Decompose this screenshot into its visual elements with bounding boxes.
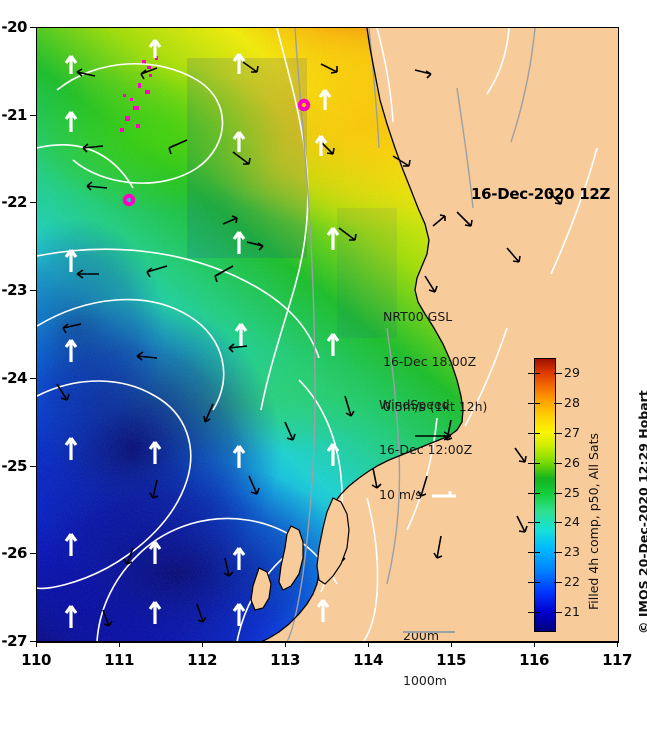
depth-legend-rule bbox=[403, 631, 455, 633]
x-axis-label: 110 bbox=[21, 651, 51, 669]
colorbar-tick-mark bbox=[528, 522, 540, 524]
credit-text: © IMOS 20-Dec-2020 12:29 Hobart bbox=[636, 390, 647, 634]
wind-legend: WindSpeed 16-Dec 12:00Z 10 m/s bbox=[379, 367, 472, 532]
x-tick-mark bbox=[451, 641, 452, 647]
x-tick-mark bbox=[368, 641, 369, 647]
colorbar-tick-label: 24 bbox=[564, 514, 580, 530]
colorbar-tick-mark bbox=[554, 552, 562, 554]
wind-legend-line2: 16-Dec 12:00Z bbox=[379, 442, 473, 457]
colorbar-tick-mark bbox=[528, 492, 540, 494]
x-tick-mark bbox=[285, 641, 286, 647]
y-axis-label: -27 bbox=[1, 632, 27, 650]
sst-map-figure: 16-Dec-2020 12Z NRT00 GSL 16-Dec 18:00Z … bbox=[1, 18, 647, 688]
colorbar-tick-label: 21 bbox=[564, 604, 580, 620]
peninsulas bbox=[250, 497, 350, 611]
wind-barb-icon bbox=[431, 490, 456, 497]
location-markers bbox=[122, 98, 311, 207]
x-tick-mark bbox=[119, 641, 120, 647]
colorbar-tick-label: 26 bbox=[564, 454, 580, 470]
colorbar-tick-mark bbox=[554, 492, 562, 494]
y-axis-label: -24 bbox=[1, 368, 27, 387]
current-vectors bbox=[56, 61, 563, 627]
y-axis-label: -26 bbox=[1, 544, 27, 563]
x-axis-label: 112 bbox=[187, 651, 217, 669]
bathymetry-contours bbox=[286, 28, 536, 642]
colorbar-tick-label: 22 bbox=[564, 574, 580, 590]
y-tick-mark bbox=[30, 641, 36, 642]
wind-barbs bbox=[64, 39, 340, 628]
colorbar-tick-mark bbox=[554, 402, 562, 404]
current-legend-line1: NRT00 GSL bbox=[383, 309, 453, 324]
current-arrow-icon bbox=[414, 431, 452, 441]
x-axis-label: 113 bbox=[270, 651, 300, 669]
colorbar-gradient bbox=[535, 359, 555, 631]
y-axis-label: -21 bbox=[1, 105, 27, 124]
y-axis-label: -22 bbox=[1, 193, 27, 212]
x-tick-mark bbox=[617, 641, 618, 647]
colorbar-tick-label: 25 bbox=[564, 484, 580, 500]
date-stamp: 16-Dec-2020 12Z bbox=[471, 185, 611, 203]
colorbar-tick-mark bbox=[528, 402, 540, 404]
colorbar-tick-label: 23 bbox=[564, 544, 580, 560]
colorbar-tick-mark bbox=[554, 582, 562, 584]
depth-legend: 200m 1000m bbox=[403, 598, 455, 733]
current-legend: NRT00 GSL 16-Dec 18:00Z 0.5m/s (1kt 12h) bbox=[383, 279, 487, 461]
colorbar-tick-mark bbox=[528, 462, 540, 464]
x-axis-label: 111 bbox=[104, 651, 134, 669]
y-axis-label: -20 bbox=[1, 18, 27, 36]
colorbar-tick-mark bbox=[554, 522, 562, 524]
depth-legend-line2: 1000m bbox=[403, 673, 447, 688]
y-axis-label: -25 bbox=[1, 456, 27, 475]
colorbar-tick-label: 29 bbox=[564, 364, 580, 380]
x-axis-label: 115 bbox=[436, 651, 466, 669]
colorbar-tick-mark bbox=[528, 372, 540, 374]
x-axis-label: 114 bbox=[353, 651, 383, 669]
colorbar bbox=[534, 358, 556, 632]
wind-legend-line1: WindSpeed bbox=[379, 397, 450, 412]
current-legend-line3: 0.5m/s (1kt 12h) bbox=[383, 399, 488, 414]
colorbar-tick-mark bbox=[528, 582, 540, 584]
colorbar-tick-mark bbox=[554, 462, 562, 464]
colorbar-tick-mark bbox=[554, 432, 562, 434]
colorbar-tick-mark bbox=[528, 552, 540, 554]
x-tick-mark bbox=[202, 641, 203, 647]
wind-legend-line3: 10 m/s bbox=[379, 487, 422, 502]
current-legend-line2: 16-Dec 18:00Z bbox=[383, 354, 477, 369]
y-tick-mark bbox=[30, 202, 36, 204]
x-axis-label: 116 bbox=[519, 651, 549, 669]
y-tick-mark bbox=[30, 114, 36, 116]
y-tick-mark bbox=[30, 465, 36, 467]
map-plot-area bbox=[36, 27, 619, 643]
colorbar-tick-mark bbox=[554, 612, 562, 614]
y-tick-mark bbox=[30, 27, 36, 28]
colorbar-title: Filled 4h comp, p50, All Sats bbox=[586, 433, 601, 610]
x-axis-label: 117 bbox=[602, 651, 632, 669]
colorbar-tick-mark bbox=[554, 372, 562, 374]
x-tick-mark bbox=[534, 641, 535, 647]
colorbar-tick-mark bbox=[528, 432, 540, 434]
x-tick-mark bbox=[36, 641, 37, 647]
map-canvas bbox=[37, 28, 598, 642]
y-tick-mark bbox=[30, 290, 36, 292]
y-axis-label: -23 bbox=[1, 281, 27, 300]
y-tick-mark bbox=[30, 377, 36, 379]
y-tick-mark bbox=[30, 553, 36, 555]
colorbar-tick-label: 28 bbox=[564, 394, 580, 410]
x-axis-line bbox=[36, 641, 617, 642]
colorbar-tick-mark bbox=[528, 612, 540, 614]
colorbar-tick-label: 27 bbox=[564, 424, 580, 440]
